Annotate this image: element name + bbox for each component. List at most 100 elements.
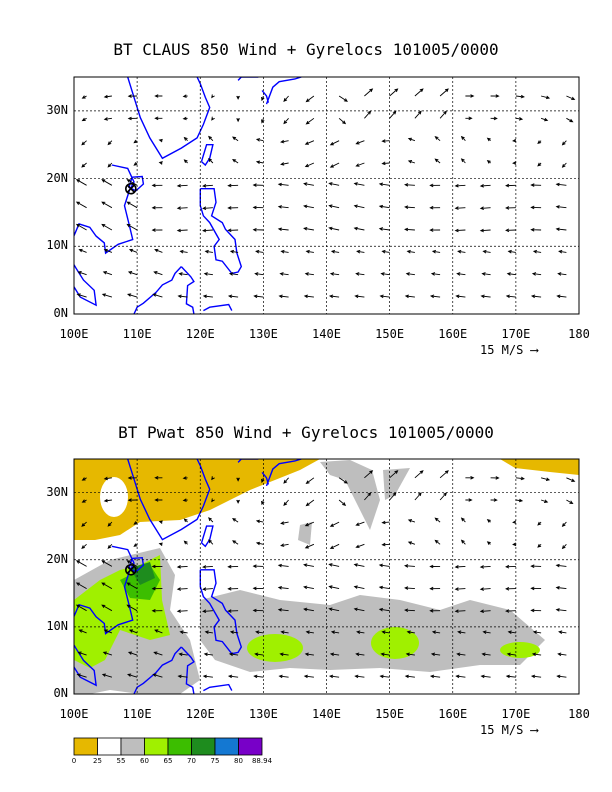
plot-frame [73, 76, 580, 315]
wind-vector [304, 162, 315, 168]
wind-vector [154, 116, 163, 121]
wind-vector [178, 652, 188, 657]
wind-vector [537, 162, 542, 167]
wind-vector [103, 629, 113, 634]
wind-vector [353, 204, 365, 209]
wind-vector [465, 94, 475, 98]
wind-vector [530, 183, 542, 187]
wind-vector [556, 294, 567, 299]
wind-vector [480, 674, 491, 679]
wind-vector [353, 563, 365, 567]
wind-vector [232, 518, 239, 523]
coastline-segment [180, 266, 195, 314]
wind-vector [404, 183, 415, 187]
wind-vector [414, 88, 424, 97]
wind-vector [103, 94, 112, 99]
wind-vector [561, 521, 567, 527]
wind-vector [81, 162, 87, 168]
wind-vector [364, 110, 372, 119]
wind-vector [204, 630, 213, 634]
wind-vector [126, 293, 138, 298]
wind-vector [407, 160, 416, 164]
wind-vector [126, 604, 138, 612]
x-tick-label: 160E [438, 707, 468, 721]
wind-vector [490, 476, 500, 480]
wind-vector [540, 95, 551, 100]
wind-vector [530, 294, 542, 299]
wind-vector [127, 673, 138, 678]
wind-vector [204, 249, 213, 254]
wind-vector [429, 608, 441, 613]
coastline-segment [237, 459, 259, 463]
wind-vector [486, 159, 491, 164]
wind-vector [530, 205, 542, 210]
x-tick-label: 100E [59, 327, 89, 341]
wind-vector [481, 652, 491, 657]
wind-vector [454, 228, 466, 233]
wind-vector [176, 565, 188, 569]
wind-vector [479, 184, 491, 188]
gridlines [74, 459, 579, 694]
wind-vector [280, 162, 289, 166]
wind-vector [364, 470, 374, 479]
wind-vector [252, 205, 264, 210]
wind-vector [304, 521, 315, 527]
wind-vector [454, 565, 466, 569]
wind-vector [303, 226, 314, 231]
wind-vector [229, 249, 239, 254]
wind-vector [107, 162, 113, 168]
coastline [74, 459, 302, 694]
wind-vector [431, 249, 441, 254]
wind-vector [127, 498, 138, 502]
wind-vector [505, 206, 516, 210]
wind-vector [389, 88, 399, 97]
x-tick-label: 130E [248, 707, 278, 721]
wind-vector [328, 294, 340, 299]
wind-vector [183, 159, 188, 164]
wind-vector [127, 476, 138, 480]
wind-vector [430, 652, 441, 657]
wind-vector [566, 477, 576, 482]
coastline-segment [261, 90, 270, 103]
wind-vector [406, 630, 415, 634]
wind-vector [454, 609, 466, 613]
wind-vector [414, 470, 424, 479]
wind-vector [355, 140, 365, 145]
wind-vector [434, 539, 441, 545]
wind-vector [178, 272, 188, 276]
wind-vector [305, 95, 315, 103]
wind-vector [429, 228, 441, 232]
x-tick-label: 130E [248, 327, 278, 341]
wind-vector [429, 586, 441, 591]
wind-vector [75, 179, 87, 186]
wind-vector [556, 674, 567, 679]
wind-vector [330, 249, 340, 254]
wind-vector [277, 182, 289, 187]
wind-vector [490, 116, 498, 121]
wind-vector [531, 652, 542, 657]
wind-vector [128, 629, 138, 634]
wind-vector [305, 630, 314, 634]
colorbar-label: 55 [116, 757, 126, 765]
wind-vector [253, 294, 264, 299]
wind-vector [378, 607, 390, 612]
wind-vector [126, 223, 138, 231]
wind-vector [381, 630, 390, 634]
wind-vector [303, 563, 314, 567]
wind-vector [303, 607, 314, 612]
wind-vector [153, 651, 163, 656]
wind-vector [456, 652, 466, 657]
wind-vector [512, 161, 517, 165]
coastline-segment [200, 144, 214, 167]
wind-vector [103, 498, 112, 503]
wind-vector [202, 184, 213, 188]
wind-vector [253, 674, 264, 679]
coastline-segment [203, 303, 233, 312]
wind-vector [252, 586, 264, 591]
coastline-segment [133, 646, 182, 694]
wind-vector [127, 116, 138, 121]
wind-vector [407, 519, 416, 523]
wind-vector [277, 563, 289, 568]
wind-vector [457, 630, 466, 634]
